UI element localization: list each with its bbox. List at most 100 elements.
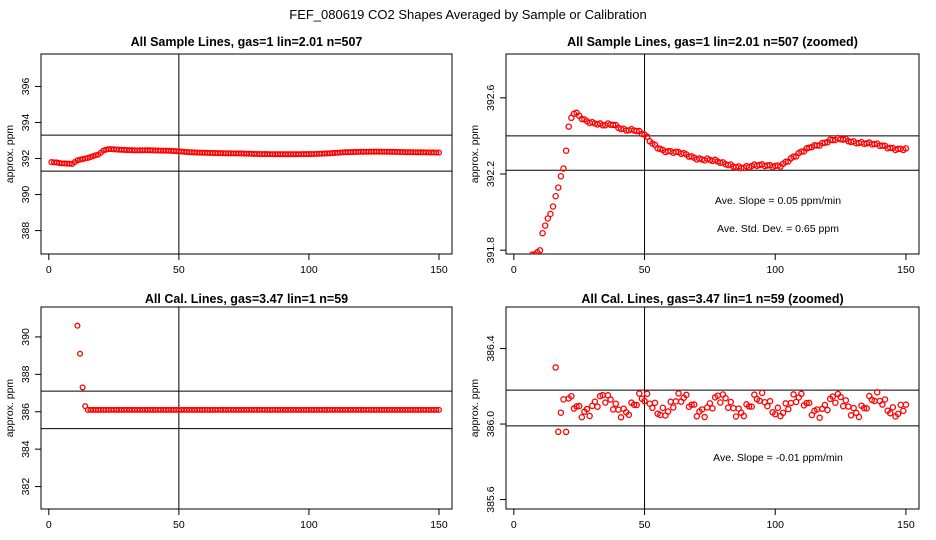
data-point — [782, 158, 789, 166]
data-point — [774, 404, 782, 412]
data-point — [560, 396, 567, 403]
data-point — [630, 401, 638, 408]
data-point — [688, 401, 695, 409]
data-point — [821, 401, 829, 409]
data-point — [560, 165, 567, 172]
y-axis-label: approx. ppm — [469, 125, 481, 184]
plot-frame — [40, 306, 453, 510]
y-tick-label: 386.4 — [485, 335, 497, 361]
data-point — [672, 148, 680, 155]
y-tick-label: 396 — [20, 78, 32, 96]
data-point — [748, 403, 755, 410]
data-point — [562, 147, 570, 154]
data-point — [568, 392, 575, 400]
y-tick-label: 392.6 — [485, 85, 497, 111]
panel-title: All Sample Lines, gas=1 lin=2.01 n=507 — [131, 35, 363, 49]
data-point — [527, 253, 532, 254]
y-tick-label: 386.0 — [485, 411, 497, 437]
data-point — [889, 404, 897, 411]
annotation: Ave. Std. Dev. = 0.65 ppm — [717, 223, 839, 235]
x-tick-label: 100 — [766, 264, 784, 276]
data-point — [902, 145, 910, 152]
data-point — [76, 350, 84, 357]
data-point — [873, 389, 881, 396]
data-point — [821, 139, 829, 147]
data-point — [779, 409, 787, 417]
data-point — [730, 404, 737, 412]
data-point — [641, 397, 648, 405]
data-point — [847, 412, 855, 419]
data-point — [578, 414, 586, 421]
data-point — [607, 396, 614, 403]
data-point — [591, 398, 599, 405]
y-tick-label: 394 — [20, 114, 32, 132]
data-point — [863, 405, 870, 412]
data-point — [745, 403, 753, 410]
data-point — [549, 203, 557, 210]
points — [48, 146, 443, 167]
data-point — [698, 406, 706, 413]
data-point — [683, 391, 690, 399]
data-point — [837, 393, 844, 401]
data-point — [850, 404, 857, 412]
data-point — [740, 412, 748, 420]
y-tick-label: 386 — [20, 403, 32, 421]
annotation: Ave. Slope = -0.01 ppm/min — [713, 452, 843, 464]
y-tick-label: 382 — [20, 478, 32, 496]
data-point — [573, 403, 580, 410]
data-point — [738, 164, 745, 172]
data-point — [557, 409, 565, 416]
data-point — [803, 399, 810, 407]
points — [527, 109, 910, 254]
data-point — [552, 364, 559, 371]
data-point — [886, 409, 894, 417]
data-point — [433, 149, 440, 156]
data-point — [74, 157, 81, 164]
data-point — [555, 428, 562, 436]
data-point — [790, 391, 797, 398]
data-point — [562, 428, 570, 436]
data-point — [805, 144, 813, 151]
y-axis-label: approx. ppm — [4, 125, 16, 184]
y-tick-label: 392 — [20, 150, 32, 168]
panel-4: All Cal. Lines, gas=3.47 lin=1 n=59 (zoo… — [469, 292, 920, 531]
panel-title: All Cal. Lines, gas=3.47 lin=1 n=59 (zoo… — [581, 292, 843, 306]
data-point — [609, 121, 617, 129]
panel-3: All Cal. Lines, gas=3.47 lin=1 n=59 0 50 10… — [4, 292, 453, 531]
figure-title: FEF_080619 CO2 Shapes Averaged by Sample… — [289, 7, 646, 22]
y-tick-label: 388 — [20, 365, 32, 383]
data-point — [805, 399, 813, 407]
data-point — [902, 401, 910, 408]
panel-2: All Sample Lines, gas=1 lin=2.01 n=507 (… — [469, 35, 920, 276]
y-tick-label: 390 — [20, 328, 32, 346]
data-point — [845, 403, 852, 410]
data-point — [701, 413, 708, 421]
x-tick-label: 150 — [430, 519, 448, 531]
y-tick-label: 392.2 — [485, 161, 497, 187]
x-tick-label: 100 — [766, 519, 784, 531]
data-point — [612, 400, 620, 407]
y-axis-label: approx. ppm — [4, 379, 16, 438]
y-tick-label: 391.8 — [485, 237, 497, 263]
x-tick-label: 0 — [46, 519, 52, 531]
data-point — [82, 155, 89, 162]
data-point — [659, 404, 667, 412]
data-point — [897, 401, 904, 409]
data-point — [583, 405, 591, 413]
points — [74, 322, 443, 413]
data-point — [829, 393, 836, 400]
data-point — [881, 396, 889, 403]
data-point — [672, 398, 680, 405]
panel-title: All Cal. Lines, gas=3.47 lin=1 n=59 — [145, 292, 348, 306]
data-point — [798, 390, 805, 398]
points — [552, 364, 910, 436]
data-point — [832, 399, 839, 406]
x-tick-label: 150 — [897, 519, 915, 531]
data-point — [651, 399, 659, 407]
y-tick-label: 384 — [20, 440, 32, 458]
data-point — [617, 414, 625, 421]
x-tick-label: 50 — [173, 264, 185, 276]
data-point — [565, 123, 572, 130]
x-tick-label: 0 — [511, 264, 517, 276]
